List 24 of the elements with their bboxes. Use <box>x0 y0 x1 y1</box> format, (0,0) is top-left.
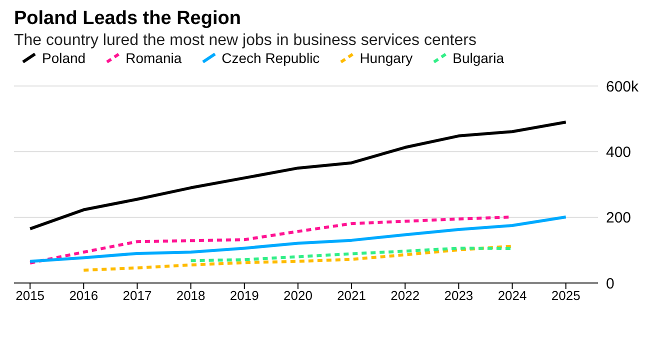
x-tick-label: 2024 <box>498 288 527 304</box>
x-tick-label: 2021 <box>337 288 366 304</box>
x-tick-label: 2017 <box>122 288 152 304</box>
y-tick-label: 600k <box>606 78 640 96</box>
y-tick-label: 0 <box>606 275 614 292</box>
x-tick-label: 2018 <box>176 288 206 304</box>
x-tick-label: 2016 <box>69 288 98 304</box>
x-tick-label: 2022 <box>390 288 420 304</box>
x-tick-label: 2025 <box>551 288 580 304</box>
legend-label: Bulgaria <box>452 50 504 66</box>
legend-label: Czech Republic <box>222 50 320 66</box>
line-series <box>82 244 514 272</box>
legend-label: Hungary <box>360 50 413 66</box>
chart-title: Poland Leads the Region <box>14 8 242 30</box>
legend-label: Poland <box>42 50 86 66</box>
y-tick-label: 200 <box>606 210 632 227</box>
chart-subtitle: The country lured the most new jobs in business services centers <box>14 32 478 50</box>
legend-label: Romania <box>126 50 182 66</box>
x-tick-label: 2020 <box>284 288 312 304</box>
x-tick-label: 2019 <box>230 288 259 304</box>
line-series <box>28 120 568 230</box>
y-tick-label: 400 <box>606 144 632 161</box>
x-tick-label: 2015 <box>16 288 45 304</box>
x-tick-label: 2023 <box>444 288 474 304</box>
